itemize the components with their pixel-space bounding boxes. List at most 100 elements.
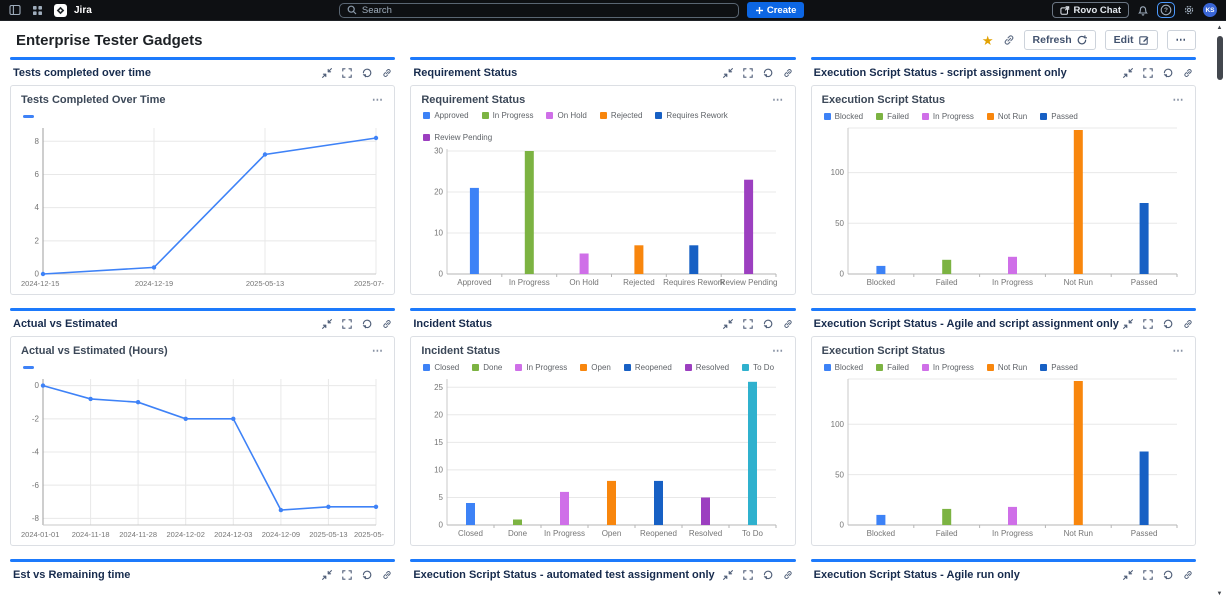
- jira-logo-icon[interactable]: [54, 3, 67, 17]
- legend-swatch: [986, 363, 994, 371]
- gadget-link-icon[interactable]: [1183, 570, 1193, 580]
- gadget-card: Execution Script Status ⋯ Blocked Failed I…: [810, 85, 1196, 295]
- gadget-refresh-icon[interactable]: [763, 570, 773, 580]
- search-input[interactable]: [361, 4, 731, 16]
- svg-text:2024-12-19: 2024-12-19: [135, 279, 173, 288]
- help-icon[interactable]: ?: [1160, 4, 1172, 16]
- gadget-card: Requirement Status ⋯ Approved In Progress…: [410, 85, 796, 295]
- gadget-refresh-icon[interactable]: [362, 319, 372, 329]
- copy-link-icon[interactable]: [1003, 34, 1015, 46]
- minimize-icon[interactable]: [322, 318, 333, 329]
- user-avatar[interactable]: KS: [1203, 3, 1217, 17]
- svg-text:Reopened: Reopened: [640, 529, 677, 538]
- refresh-button[interactable]: Refresh: [1023, 30, 1096, 50]
- edit-icon: [1138, 35, 1149, 45]
- legend-swatch: [481, 112, 489, 119]
- chart-menu-icon[interactable]: ⋯: [371, 345, 385, 357]
- minimize-icon[interactable]: [1123, 67, 1133, 78]
- legend-item: Review Pending: [423, 133, 492, 142]
- gadget-refresh-icon[interactable]: [362, 68, 372, 78]
- minimize-icon[interactable]: [722, 318, 733, 329]
- jira-wordmark: Jira: [74, 4, 92, 16]
- gadget-link-icon[interactable]: [1183, 68, 1193, 78]
- gadget-link-icon[interactable]: [783, 68, 793, 78]
- chart-menu-icon[interactable]: ⋯: [1172, 345, 1185, 357]
- gadget-link-icon[interactable]: [382, 319, 392, 329]
- minimize-icon[interactable]: [322, 569, 333, 580]
- fullscreen-icon[interactable]: [342, 67, 353, 78]
- fullscreen-icon[interactable]: [742, 67, 753, 78]
- favorite-star-icon[interactable]: ★: [981, 32, 994, 48]
- gadget-refresh-icon[interactable]: [763, 319, 773, 329]
- gadget-refresh-icon[interactable]: [1163, 68, 1173, 78]
- legend-item: Approved: [423, 111, 469, 120]
- page-scrollbar[interactable]: ▲ ▼: [1214, 25, 1225, 597]
- rovo-chat-button[interactable]: Rovo Chat: [1051, 2, 1129, 18]
- legend-swatch: [684, 363, 692, 371]
- svg-text:Blocked: Blocked: [866, 278, 894, 287]
- fullscreen-icon[interactable]: [742, 318, 753, 329]
- gadget-link-icon[interactable]: [382, 570, 392, 580]
- scrollbar-thumb[interactable]: [1216, 36, 1223, 80]
- svg-text:-4: -4: [32, 448, 40, 457]
- minimize-icon[interactable]: [1123, 318, 1133, 329]
- legend-item: Failed: [876, 363, 909, 372]
- minimize-icon[interactable]: [322, 67, 333, 78]
- svg-text:20: 20: [434, 188, 443, 197]
- gadget-refresh-icon[interactable]: [362, 570, 372, 580]
- gadget-link-icon[interactable]: [382, 68, 392, 78]
- legend-item: In Progress: [515, 363, 567, 372]
- svg-text:4: 4: [35, 203, 40, 212]
- svg-text:2024-11-28: 2024-11-28: [119, 530, 157, 539]
- gadget-title: Execution Script Status - Agile and scri…: [813, 317, 1119, 330]
- app-switcher-icon[interactable]: [32, 5, 43, 16]
- fullscreen-icon[interactable]: [342, 569, 353, 580]
- notifications-bell-icon[interactable]: [1137, 4, 1149, 16]
- gadget-link-icon[interactable]: [1183, 319, 1193, 329]
- gadget-link-icon[interactable]: [783, 319, 793, 329]
- svg-text:10: 10: [434, 466, 443, 475]
- minimize-icon[interactable]: [722, 569, 733, 580]
- chart-menu-icon[interactable]: ⋯: [772, 94, 785, 106]
- svg-text:50: 50: [835, 219, 844, 228]
- fullscreen-icon[interactable]: [1143, 67, 1153, 78]
- legend-item: Reopened: [623, 363, 672, 372]
- legend-item: To Do: [742, 363, 774, 372]
- chart-legend: [23, 362, 384, 372]
- minimize-icon[interactable]: [722, 67, 733, 78]
- chart-menu-icon[interactable]: ⋯: [371, 94, 385, 106]
- svg-text:100: 100: [830, 420, 844, 429]
- sidebar-toggle-icon[interactable]: [9, 4, 21, 16]
- fullscreen-icon[interactable]: [342, 318, 353, 329]
- gadget-link-icon[interactable]: [783, 570, 793, 580]
- edit-button[interactable]: Edit: [1104, 30, 1158, 50]
- svg-text:2025-07-: 2025-07-: [354, 279, 384, 288]
- scroll-up-icon[interactable]: ▲: [1216, 25, 1223, 31]
- svg-text:15: 15: [434, 438, 443, 447]
- svg-text:25: 25: [434, 383, 443, 392]
- gadget-refresh-icon[interactable]: [1163, 319, 1173, 329]
- gadget-refresh-icon[interactable]: [763, 68, 773, 78]
- more-actions-button[interactable]: ⋯: [1166, 30, 1196, 50]
- chart-menu-icon[interactable]: ⋯: [772, 345, 785, 357]
- chart-title: Requirement Status: [421, 94, 526, 106]
- svg-text:0: 0: [839, 521, 844, 530]
- settings-gear-icon[interactable]: [1183, 4, 1195, 16]
- svg-text:2024-12-03: 2024-12-03: [214, 530, 252, 539]
- legend-item: Requires Rework: [655, 111, 728, 120]
- create-button[interactable]: Create: [746, 2, 805, 18]
- svg-text:20: 20: [434, 410, 443, 419]
- page-title: Enterprise Tester Gadgets: [16, 31, 203, 49]
- gadget: Est vs Remaining time: [10, 559, 396, 600]
- legend-swatch: [876, 112, 884, 120]
- minimize-icon[interactable]: [1123, 569, 1133, 580]
- legend-item: Passed: [1040, 363, 1078, 372]
- chart-menu-icon[interactable]: ⋯: [1172, 94, 1185, 106]
- fullscreen-icon[interactable]: [1143, 569, 1153, 580]
- fullscreen-icon[interactable]: [1143, 318, 1153, 329]
- fullscreen-icon[interactable]: [742, 569, 753, 580]
- legend-swatch: [876, 363, 884, 371]
- scroll-down-icon[interactable]: ▼: [1216, 591, 1223, 597]
- gadget-refresh-icon[interactable]: [1163, 570, 1173, 580]
- global-search[interactable]: [338, 2, 739, 18]
